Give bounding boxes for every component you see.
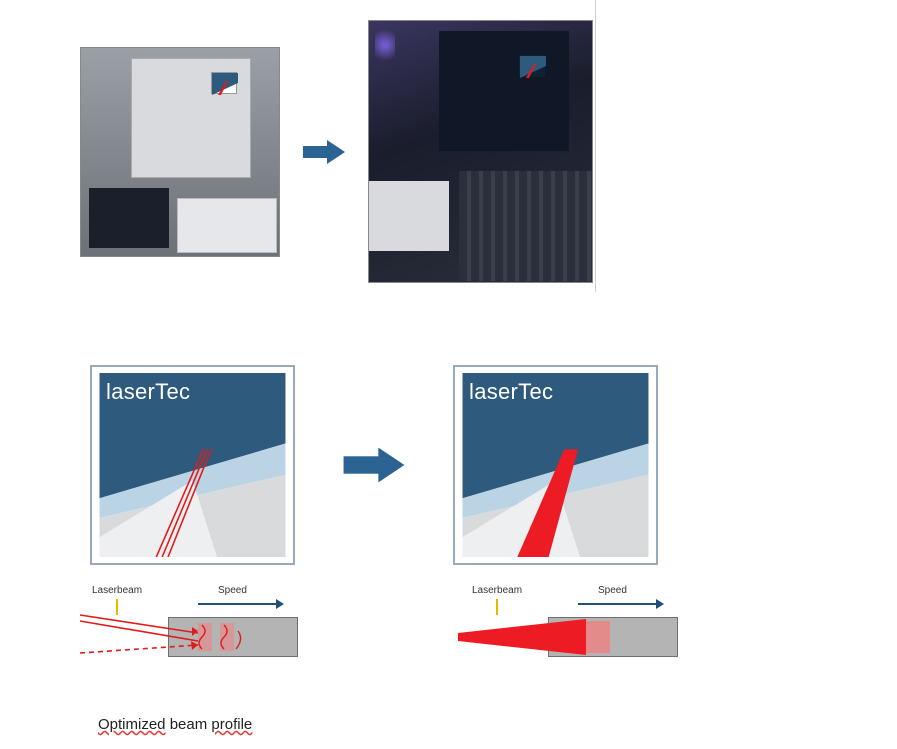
photo-comparison-row: [80, 20, 593, 283]
photo-after: [368, 20, 593, 283]
caption-word-2: beam: [170, 716, 208, 733]
transition-arrow-logos: [335, 436, 413, 494]
schematic-before: Laserbeam Speed: [78, 595, 303, 670]
caption: Optimized beam profile: [98, 716, 252, 733]
photo-before: [80, 47, 280, 257]
beam-profile-row: Laserbeam Speed Laserbeam Speed: [78, 595, 683, 670]
beam-wedge-icon: [458, 595, 683, 670]
caption-word-1: Optimized: [98, 716, 166, 733]
logo-tile-before: laserTec: [90, 365, 295, 565]
logo-text: laserTec: [106, 379, 190, 405]
schematic-after: Laserbeam Speed: [458, 595, 683, 670]
vertical-divider: [595, 0, 596, 292]
beam-oscillating-icon: [78, 595, 303, 670]
logo-tile-after: laserTec: [453, 365, 658, 565]
transition-arrow-photos: [294, 132, 354, 172]
logo-text: laserTec: [469, 379, 553, 405]
caption-word-3: profile: [211, 716, 252, 733]
logo-comparison-row: laserTec laserTec: [90, 365, 658, 565]
